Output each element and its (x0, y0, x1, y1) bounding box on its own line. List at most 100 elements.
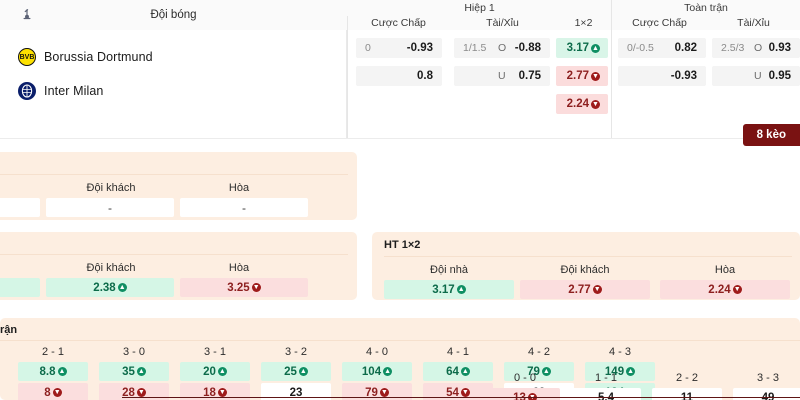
arrow-up-icon: ▲ (541, 367, 551, 376)
odds-value: 2.24 (566, 98, 589, 110)
table-header: Đội bóng Hiệp 1 Toàn trận Cược Chấp Tài/… (0, 0, 800, 30)
odds-cell-away[interactable]: - (46, 198, 174, 217)
arrow-up-icon: ▲ (217, 367, 227, 376)
score-odds-cell[interactable]: 49 (733, 388, 800, 400)
score-label: 2 - 1 (41, 346, 64, 358)
arrow-up-icon: ▲ (456, 285, 466, 294)
score-column: 3 - 3 49 (733, 370, 800, 400)
odds-cell-home[interactable]: 3.17 ▲ (384, 280, 514, 299)
arrow-down-icon: ▼ (592, 285, 602, 294)
score-label: 3 - 0 (122, 346, 145, 358)
score-odds-cell[interactable]: 20 ▲ (180, 362, 250, 381)
odds-value: 5.4 (598, 391, 614, 400)
h1-overunder-cell[interactable]: U 0.75 (454, 66, 550, 86)
panel-result-market: Đội khách Hòa - - (0, 152, 357, 220)
score-odds-cell[interactable]: 54 ▼ (423, 383, 493, 400)
arrow-down-icon: ▼ (379, 388, 389, 397)
ou-side: U (498, 70, 506, 82)
score-odds-cell[interactable]: 104 ▲ (342, 362, 412, 381)
score-grid-title: rận (0, 324, 18, 336)
odds-cell-draw[interactable]: - (180, 198, 308, 217)
team-list: BVB Borussia Dortmund Inter Milan (0, 30, 347, 139)
column-header-ft-overunder: Tài/Xỉu (737, 17, 770, 29)
odds-cell-home[interactable] (0, 198, 40, 217)
team-row[interactable]: BVB Borussia Dortmund (18, 44, 153, 70)
h1-1x2-cell[interactable]: 2.24 ▼ (556, 94, 608, 114)
team-column-header: Đội bóng (150, 9, 197, 21)
arrow-down-icon: ▼ (52, 388, 62, 397)
team-name: Inter Milan (44, 84, 104, 98)
h1-handicap-cell[interactable]: 0 -0.93 (356, 38, 442, 58)
odds-value: 8.8 (39, 365, 56, 378)
score-odds-cell[interactable]: 8.8 ▲ (18, 362, 88, 381)
score-odds-cell[interactable]: 28 ▼ (99, 383, 169, 400)
score-odds-cell[interactable]: 35 ▲ (99, 362, 169, 381)
column-header-h1-handicap: Cược Chấp (371, 17, 426, 29)
ou-side: O (498, 42, 507, 54)
score-odds-cell[interactable]: 5.4 (571, 388, 641, 400)
score-column: 1 - 1 5.4 (571, 370, 641, 400)
h1-1x2-cell[interactable]: 3.17 ▲ (556, 38, 608, 58)
odds-cell-away[interactable]: 2.38 ▲ (46, 278, 174, 297)
arrow-up-icon: ▲ (626, 367, 636, 376)
panel-divider (0, 174, 348, 175)
column-header-home: Đội nhà (430, 264, 468, 276)
odds-value: 2.24 (708, 283, 731, 296)
panel-divider (384, 256, 792, 257)
score-odds-cell[interactable]: 23 (261, 383, 331, 400)
score-label: 3 - 2 (284, 346, 307, 358)
borussia-dortmund-logo: BVB (18, 48, 36, 66)
odds-cell-draw[interactable]: 2.24 ▼ (660, 280, 790, 299)
handicap-line: 0 (365, 42, 371, 54)
ft-overunder-cell[interactable]: U 0.95 (712, 66, 800, 86)
handicap-value: 0.82 (674, 42, 697, 54)
odds-cell-away[interactable]: 2.77 ▼ (520, 280, 650, 299)
ft-handicap-cell[interactable]: 0/-0.5 0.82 (618, 38, 706, 58)
column-divider (347, 16, 348, 139)
panel-divider (0, 254, 348, 255)
odds-cell-draw[interactable]: 3.25 ▼ (180, 278, 308, 297)
score-odds-cell[interactable]: 149 ▲ (585, 362, 655, 381)
score-odds-cell[interactable]: 18 ▼ (180, 383, 250, 400)
odds-value: 20 (203, 365, 216, 378)
group-header-full-time: Toàn trận (684, 2, 728, 14)
score-column: 0 - 0 13▼ (490, 370, 560, 400)
odds-value: 2.77 (568, 283, 591, 296)
column-header-away: Đội khách (86, 182, 136, 194)
odds-value: 3.17 (566, 42, 589, 54)
match-odds-table: Đội bóng Hiệp 1 Toàn trận Cược Chấp Tài/… (0, 0, 800, 139)
odds-value: 28 (122, 386, 135, 399)
score-odds-cell[interactable]: 11 (652, 388, 722, 400)
arrow-down-icon: ▼ (591, 99, 600, 109)
column-header-draw: Hòa (228, 182, 250, 194)
arrow-up-icon: ▲ (57, 367, 67, 376)
h1-handicap-cell[interactable]: 0.8 (356, 66, 442, 86)
score-odds-cell[interactable]: 25 ▲ (261, 362, 331, 381)
ft-handicap-cell[interactable]: -0.93 (618, 66, 706, 86)
odds-value: 79 (527, 365, 540, 378)
score-label: 4 - 0 (365, 346, 388, 358)
group-divider (611, 0, 612, 139)
odds-count-badge[interactable]: 8 kèo (742, 124, 800, 146)
arrow-up-icon: ▲ (298, 367, 308, 376)
score-odds-cell[interactable]: 64 ▲ (423, 362, 493, 381)
odds-cell-home[interactable] (0, 278, 40, 297)
score-odds-cell[interactable]: 79 ▼ (342, 383, 412, 400)
h1-overunder-cell[interactable]: 1/1.5 O -0.88 (454, 38, 550, 58)
arrow-down-icon: ▼ (460, 388, 470, 397)
column-header-away: Đội khách (560, 264, 610, 276)
score-odds-cell[interactable]: 79 ▲ (504, 362, 574, 381)
filter-icon[interactable] (18, 6, 36, 24)
odds-value: 54 (446, 386, 459, 399)
column-header-h1-overunder: Tài/Xỉu (486, 17, 519, 29)
score-odds-cell[interactable]: 8 ▼ (18, 383, 88, 400)
correct-score-grid: rận 2 - 1 8.8 ▲ 8 ▼ 3 - 0 35 ▲ 28 ▼ 3 - 1 20 ▲ 18 ▼ 3 -… (0, 318, 800, 400)
score-odds-cell[interactable]: 13▼ (490, 388, 560, 400)
team-row[interactable]: Inter Milan (18, 78, 103, 104)
handicap-value: -0.93 (406, 42, 433, 54)
panel-title: HT 1×2 (384, 239, 421, 251)
ou-line: 1/1.5 (463, 42, 487, 54)
ft-overunder-cell[interactable]: 2.5/3 O 0.93 (712, 38, 800, 58)
h1-1x2-cell[interactable]: 2.77 ▼ (556, 66, 608, 86)
